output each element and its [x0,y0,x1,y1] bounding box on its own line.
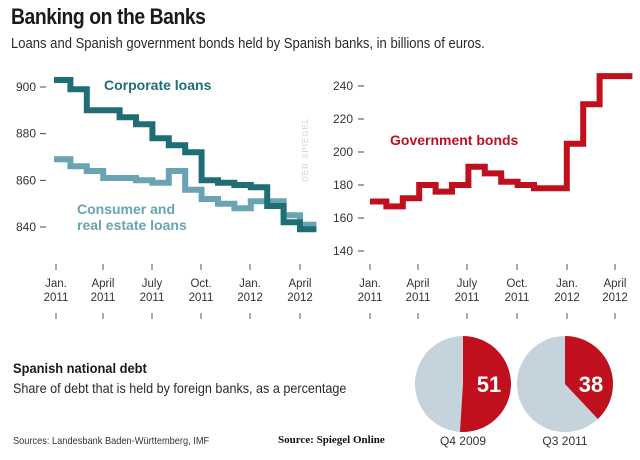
source-credit: Source: Spiegel Online [278,434,385,446]
x-tick-label-month: Jan. [45,278,67,290]
x-tick-label-month: April [406,278,429,290]
pie-slice-foreign [459,336,511,432]
consumer-loans-label-line1: Consumer and [77,201,175,217]
x-tick-label-month: April [603,278,626,290]
y-tick-label: 220 [333,112,353,126]
pie-period-label: Q4 2009 [440,434,486,448]
chart-title: Banking on the Banks [11,4,206,29]
chart-subtitle: Loans and Spanish government bonds held … [11,36,485,52]
x-tick-label-month: Oct. [506,278,527,290]
der-spiegel-watermark: DER SPIEGEL [301,118,310,182]
debt-section-title: Spanish national debt [13,360,147,376]
x-tick-label-year: 2012 [554,292,580,304]
loans-chart: 900 880 860 840 Jan. 2011 April 2011 July 2011 Oc… [16,77,317,319]
x-tick-label-year: 2011 [91,292,116,304]
y-tick-label: 840 [16,220,36,234]
x-tick-label-month: Jan. [359,278,381,290]
y-tick-label: 860 [16,173,36,187]
loans-x-axis: Jan. 2011 April 2011 July 2011 Oct. 2011 Jan. 201… [44,264,313,319]
series-line-government-bonds [370,73,633,210]
x-tick-label-month: July [457,278,478,290]
y-tick-label: 160 [333,211,353,225]
x-tick-label-year: 2011 [189,292,214,304]
series-line-corporate-loans [54,77,317,233]
bonds-series [370,73,633,210]
debt-section-subtitle: Share of debt that is held by foreign ba… [13,380,347,396]
corporate-loans-label: Corporate loans [104,77,212,93]
y-tick-label: 900 [16,80,36,94]
sources-note: Sources: Landesbank Baden-Württemberg, I… [13,435,210,447]
loans-series [54,77,317,233]
x-tick-label-year: 2011 [358,292,383,304]
x-tick-label-year: 2011 [44,292,69,304]
x-tick-label-month: Jan. [239,278,261,290]
x-tick-label-month: April [91,278,114,290]
x-tick-label-year: 2012 [287,292,313,304]
consumer-loans-label-line2: real estate loans [77,217,187,233]
bonds-x-axis: Jan. 2011 April 2011 July 2011 Oct. 2011 Jan. 201… [358,264,628,319]
pie-q4-2009: 51 Q4 2009 [415,336,511,448]
y-tick-label: 180 [333,178,353,192]
loans-y-axis: 900 880 860 840 [16,80,46,234]
pie-q3-2011: 38 Q3 2011 [517,336,614,448]
x-tick-label-month: April [288,278,311,290]
y-tick-label: 240 [333,79,353,93]
y-tick-label: 880 [16,127,36,141]
pie-period-label: Q3 2011 [542,434,587,448]
x-tick-label-year: 2012 [237,292,263,304]
pie-value-label: 38 [579,372,603,397]
bonds-y-axis: 240 220 200 180 160 140 [333,79,364,258]
x-tick-label-year: 2011 [505,292,530,304]
x-tick-label-year: 2011 [140,292,165,304]
government-bonds-label: Government bonds [390,132,519,148]
bonds-chart: 240 220 200 180 160 140 Jan. 2011 April 2011 July… [333,73,633,319]
pie-value-label: 51 [477,372,501,397]
pie-slice-foreign [565,336,614,419]
x-tick-label-year: 2011 [455,292,480,304]
x-tick-label-year: 2011 [406,292,431,304]
x-tick-label-month: Jan. [556,278,578,290]
debt-pies: 51 Q4 2009 38 Q3 2011 [415,336,614,448]
x-tick-label-month: July [142,278,163,290]
y-tick-label: 140 [333,244,353,258]
x-tick-label-month: Oct. [190,278,211,290]
y-tick-label: 200 [333,145,353,159]
x-tick-label-year: 2012 [602,292,628,304]
